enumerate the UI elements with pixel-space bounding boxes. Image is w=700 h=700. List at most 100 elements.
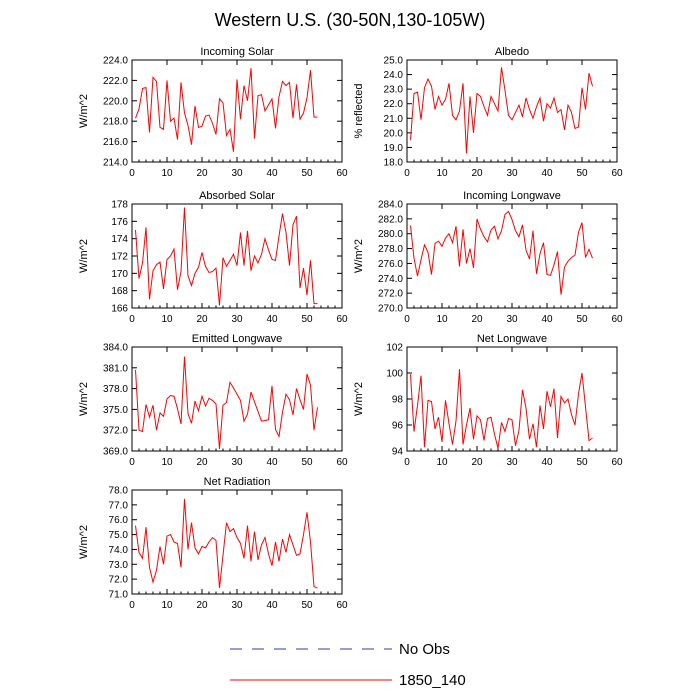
x-tick-label: 0 [129, 457, 135, 468]
y-tick-label: 174 [111, 234, 128, 245]
panel-title: Absorbed Solar [199, 190, 275, 202]
y-tick-label: 216.0 [103, 137, 128, 148]
y-tick-label: 102 [386, 343, 403, 354]
y-axis-label: W/m^2 [78, 382, 90, 416]
x-tick-label: 10 [161, 457, 173, 468]
y-axis-label: W/m^2 [78, 525, 90, 559]
y-tick-label: 214.0 [103, 158, 128, 169]
panel-title: Emitted Longwave [192, 333, 283, 345]
y-tick-label: 381.0 [103, 363, 128, 374]
x-tick-label: 20 [471, 168, 483, 179]
x-tick-label: 0 [404, 314, 410, 325]
panel-incoming-longwave: Incoming Longwave W/m^2 0 10 20 30 40 50 60 270.0… [353, 190, 623, 325]
y-tick-label: 76.0 [109, 515, 129, 526]
y-tick-label: 77.0 [109, 500, 129, 511]
x-tick-label: 20 [471, 314, 483, 325]
x-tick-label: 50 [576, 314, 588, 325]
panel-title: Net Radiation [204, 476, 271, 488]
x-tick-label: 30 [506, 168, 518, 179]
x-tick-label: 10 [436, 457, 448, 468]
panel-net-longwave: Net Longwave W/m^2 0 10 20 30 40 50 60 94 96 98 100 1… [353, 333, 623, 468]
series-line-0 [410, 210, 593, 295]
panel-emitted-longwave: Emitted Longwave W/m^2 0 10 20 30 40 50 60 369.0 3… [78, 333, 348, 468]
x-tick-label: 60 [336, 600, 348, 611]
x-tick-label: 60 [611, 168, 623, 179]
x-tick-label: 60 [336, 168, 348, 179]
y-tick-label: 20.0 [384, 128, 404, 139]
y-tick-label: 372.0 [103, 426, 128, 437]
panel-title: Incoming Longwave [463, 190, 561, 202]
y-tick-label: 178 [111, 200, 128, 211]
plot-frame [131, 203, 343, 309]
x-tick-label: 0 [129, 314, 135, 325]
y-tick-label: 176 [111, 217, 128, 228]
x-tick-label: 30 [231, 600, 243, 611]
y-tick-label: 280.0 [378, 229, 403, 240]
series-line-0 [135, 498, 318, 589]
y-tick-label: 278.0 [378, 244, 403, 255]
legend-label-no-obs: No Obs [399, 641, 450, 658]
y-tick-label: 375.0 [103, 405, 128, 416]
x-tick-label: 60 [336, 457, 348, 468]
x-tick-label: 40 [541, 168, 553, 179]
panel-incoming-solar: Incoming Solar W/m^2 0 10 20 30 40 50 60 214.0 216… [78, 46, 348, 179]
x-tick-label: 40 [266, 168, 278, 179]
series-line-0 [135, 68, 318, 152]
x-tick-label: 10 [161, 600, 173, 611]
panel-title: Net Longwave [477, 333, 547, 345]
x-tick-label: 50 [301, 168, 313, 179]
x-tick-label: 60 [611, 457, 623, 468]
series-line-0 [410, 369, 593, 449]
y-tick-label: 71.0 [109, 590, 129, 601]
y-tick-label: 96 [392, 421, 404, 432]
x-tick-label: 40 [541, 314, 553, 325]
x-tick-label: 40 [266, 457, 278, 468]
x-tick-label: 0 [129, 600, 135, 611]
series-line-0 [410, 67, 593, 154]
y-axis-label: W/m^2 [78, 239, 90, 273]
x-tick-label: 30 [231, 168, 243, 179]
figure-title: Western U.S. (30-50N,130-105W) [215, 10, 486, 30]
x-tick-label: 60 [611, 314, 623, 325]
x-tick-label: 20 [471, 457, 483, 468]
y-tick-label: 74.0 [109, 545, 129, 556]
y-tick-label: 100 [386, 369, 403, 380]
x-tick-label: 20 [196, 600, 208, 611]
series-line-0 [135, 207, 318, 306]
legend-label-1850-140: 1850_140 [399, 672, 466, 689]
x-tick-label: 20 [196, 168, 208, 179]
plot-frame [131, 346, 343, 452]
y-tick-label: 172 [111, 252, 128, 263]
y-tick-label: 24.0 [384, 70, 404, 81]
panel-title: Albedo [495, 46, 529, 58]
y-tick-label: 73.0 [109, 560, 129, 571]
x-tick-label: 40 [266, 600, 278, 611]
plot-frame [406, 59, 618, 163]
y-tick-label: 272.0 [378, 289, 403, 300]
x-tick-label: 50 [301, 600, 313, 611]
x-tick-label: 30 [231, 457, 243, 468]
y-tick-label: 384.0 [103, 343, 128, 354]
y-tick-label: 23.0 [384, 85, 404, 96]
x-tick-label: 10 [161, 314, 173, 325]
y-tick-label: 22.0 [384, 99, 404, 110]
series-line-0 [135, 356, 318, 449]
y-tick-label: 94 [392, 447, 404, 458]
x-tick-label: 10 [436, 168, 448, 179]
y-axis-label: % reflected [353, 83, 365, 138]
y-axis-label: W/m^2 [78, 94, 90, 128]
y-tick-label: 25.0 [384, 56, 404, 67]
y-tick-label: 168 [111, 286, 128, 297]
y-tick-label: 369.0 [103, 447, 128, 458]
legend: No Obs 1850_140 [230, 641, 466, 689]
x-tick-label: 0 [129, 168, 135, 179]
x-tick-label: 10 [436, 314, 448, 325]
y-axis-label: W/m^2 [353, 239, 365, 273]
y-tick-label: 170 [111, 269, 128, 280]
panel-net-radiation: Net Radiation W/m^2 0 10 20 30 40 50 60 71.0 72.0 7… [78, 476, 348, 611]
x-tick-label: 50 [576, 168, 588, 179]
y-tick-label: 222.0 [103, 76, 128, 87]
x-tick-label: 50 [301, 457, 313, 468]
x-tick-label: 30 [231, 314, 243, 325]
